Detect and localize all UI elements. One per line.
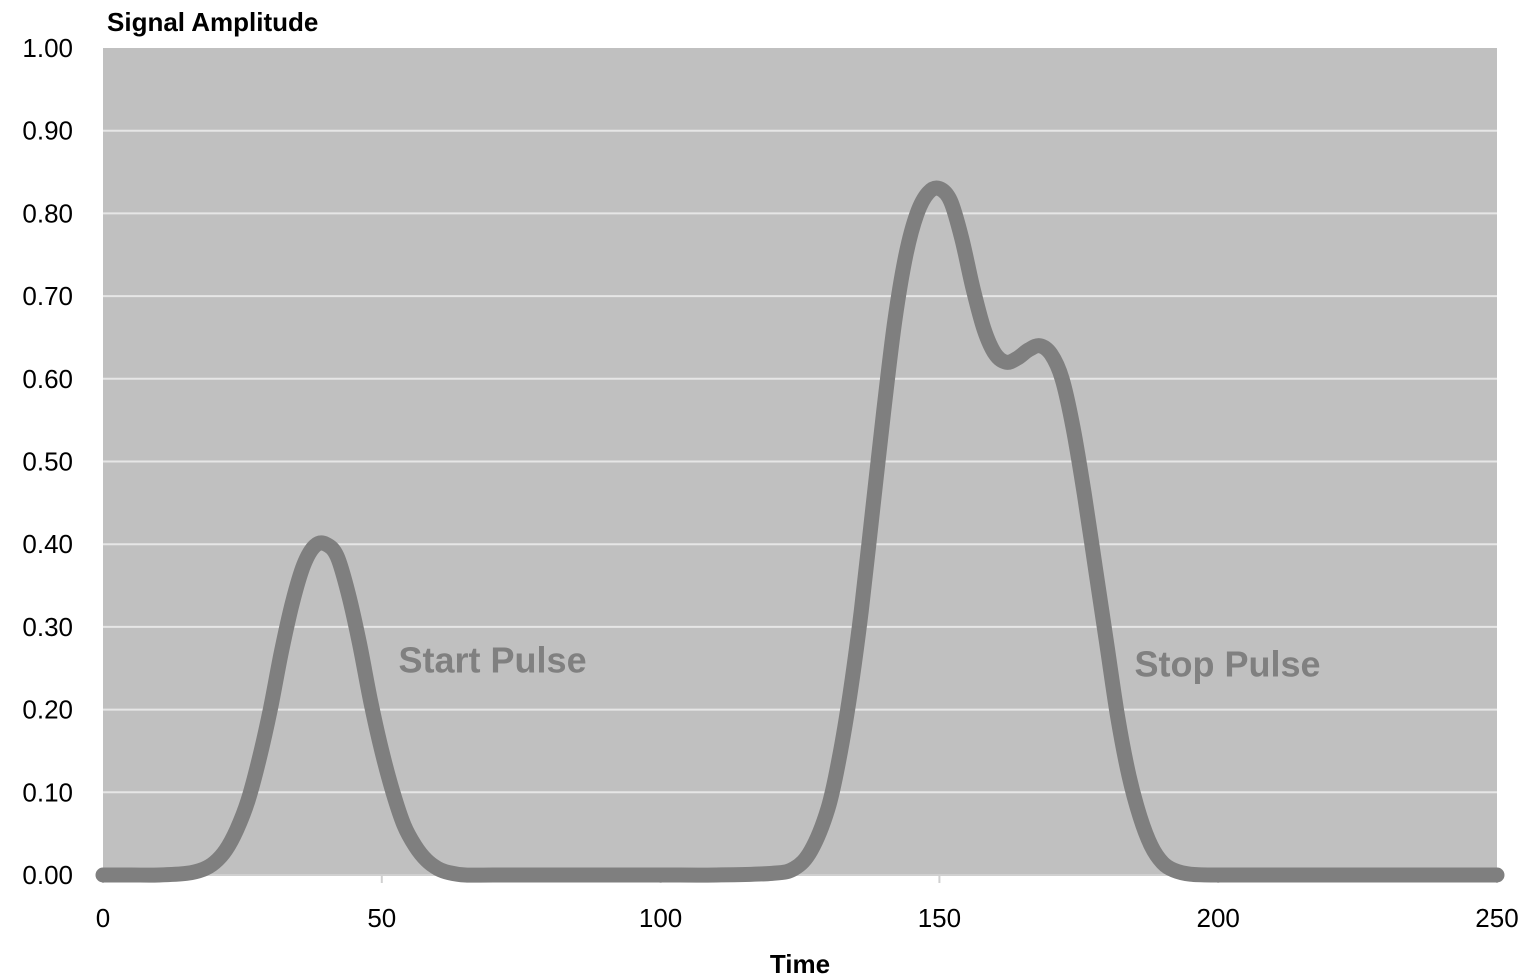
y-tick-label: 0.90 [22, 116, 73, 146]
annotation-label: Stop Pulse [1135, 644, 1321, 685]
y-tick-label: 0.10 [22, 777, 73, 807]
x-axis-title: Time [770, 949, 830, 979]
x-tick-label: 0 [96, 903, 110, 933]
y-tick-label: 0.40 [22, 529, 73, 559]
y-tick-label: 0.80 [22, 198, 73, 228]
y-tick-label: 1.00 [22, 33, 73, 63]
y-axis-title: Signal Amplitude [107, 7, 318, 37]
x-axis-ticks: 0 50 100 150 200 250 [96, 874, 1519, 933]
series-line [95, 180, 1505, 883]
x-tick-label: 50 [367, 903, 396, 933]
y-axis-ticks: 0.00 0.10 0.20 0.30 0.40 0.50 0.60 0.70 0.80 0.90… [22, 33, 73, 890]
y-tick-label: 0.60 [22, 364, 73, 394]
y-tick-label: 0.00 [22, 860, 73, 890]
y-tick-label: 0.70 [22, 281, 73, 311]
annotations: Start Pulse Stop Pulse [399, 639, 1321, 684]
x-tick-label: 250 [1475, 903, 1518, 933]
y-tick-label: 0.20 [22, 695, 73, 725]
y-tick-label: 0.50 [22, 447, 73, 477]
x-tick-label: 200 [1197, 903, 1240, 933]
x-tick-label: 100 [639, 903, 682, 933]
annotation-label: Start Pulse [399, 639, 587, 680]
x-tick-label: 150 [918, 903, 961, 933]
y-tick-label: 0.30 [22, 612, 73, 642]
series-group [95, 180, 1505, 883]
